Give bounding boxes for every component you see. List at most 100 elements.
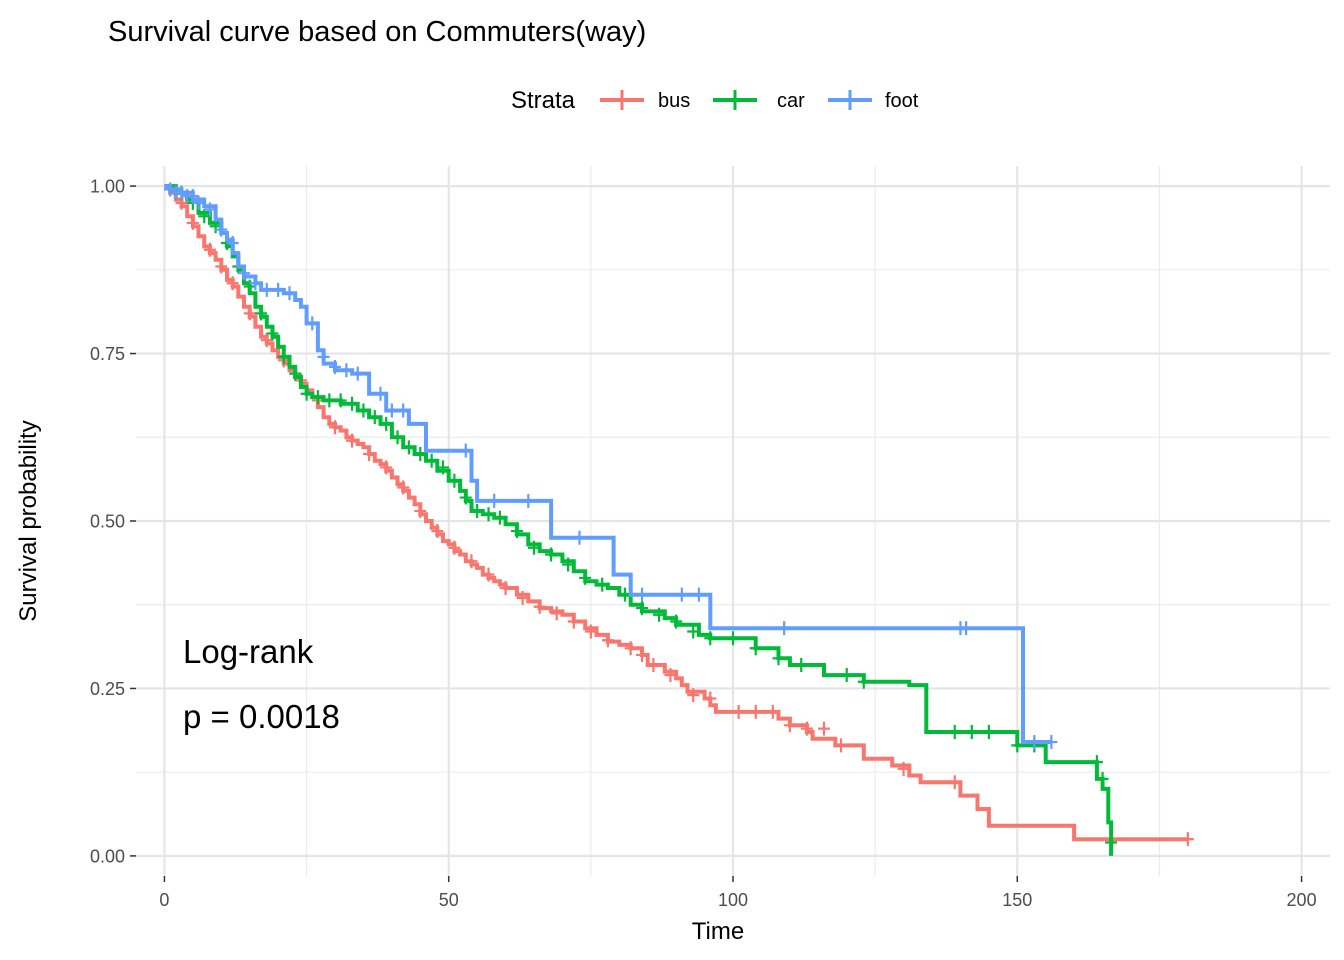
censor-mark-car [198,209,211,224]
censor-mark-bus [636,647,649,662]
censor-mark-bus [363,447,376,462]
censor-mark-car [482,507,495,522]
censor-mark-car [357,403,370,418]
censor-mark-car [255,306,268,321]
censor-mark-foot [203,202,216,217]
censor-mark-foot [778,621,791,636]
curve-foot [164,182,1058,750]
x-axis: 0 50 100 150 200 [159,876,1317,910]
censor-mark-car [334,393,347,408]
censor-mark-car [965,724,978,739]
x-tick-label: 150 [1002,890,1032,910]
censor-mark-foot [385,403,398,418]
censor-mark-bus [749,704,762,719]
p-value-label: p = 0.0018 [183,698,340,735]
censor-mark-bus [567,614,580,629]
x-axis-title: Time [692,918,744,945]
censor-mark-car [277,349,290,364]
censor-mark-car [528,540,540,555]
censor-mark-car [368,410,381,425]
y-tick-label: 1.00 [90,177,125,197]
x-tick-label: 50 [439,890,459,910]
censor-mark-bus [835,738,848,753]
censor-mark-car [670,614,683,629]
censor-mark-foot [573,530,586,545]
censor-mark-foot [340,363,353,378]
legend-label-foot: foot [885,90,919,112]
censor-mark-car [243,279,256,294]
censor-mark-car [1011,738,1024,753]
censor-mark-car [510,524,523,539]
censor-mark-car [727,631,739,646]
censor-mark-bus [397,480,410,495]
censor-mark-car [425,453,438,468]
censor-mark-foot [522,493,535,508]
censor-mark-bus [766,704,779,719]
censor-mark-bus [533,599,546,614]
grid-major [136,166,1330,876]
censor-mark-car [459,490,472,505]
censor-mark-foot [960,621,973,636]
censor-mark-bus [329,420,341,435]
censor-mark-bus [897,761,910,776]
censor-mark-car [1105,835,1118,850]
censor-mark-bus [226,276,239,291]
censor-mark-bus [783,718,796,733]
censor-mark-bus [482,567,495,582]
censor-mark-foot [675,587,688,602]
y-axis: 0.00 0.25 0.50 0.75 1.00 [90,177,136,866]
censor-mark-bus [448,540,461,555]
censor-mark-foot [459,443,472,458]
censor-mark-bus [346,433,359,448]
plot-area [136,166,1330,876]
censor-mark-car [636,601,649,616]
censor-mark-car [402,440,415,455]
censor-mark-bus [647,658,660,673]
censor-mark-bus [948,775,961,790]
censor-mark-foot [397,403,410,418]
censor-mark-bus [186,215,199,230]
censor-mark-car [772,651,785,666]
survival-curves [164,182,1194,856]
censor-mark-car [687,624,700,639]
censor-mark-bus [380,460,393,475]
x-tick-label: 200 [1287,890,1317,910]
censor-mark-foot [351,366,364,381]
censor-mark-bus [414,503,427,518]
censor-mark-foot [164,182,177,197]
censor-mark-bus [550,606,563,621]
y-tick-label: 0.00 [90,846,125,866]
censor-mark-foot [272,282,285,297]
censor-mark-car [266,326,279,341]
censor-mark-car [391,430,404,445]
censor-mark-bus [687,688,700,703]
censor-mark-car [311,390,324,405]
legend-label-car: car [777,90,805,112]
censor-mark-foot [1045,735,1058,750]
censor-mark-bus [215,259,228,274]
censor-mark-car [289,366,302,381]
censor-mark-foot [317,349,330,364]
censor-mark-bus [624,641,637,656]
censor-mark-foot [175,185,188,200]
censor-mark-car [579,570,592,585]
censor-mark-car [493,510,506,525]
censor-mark-foot [329,359,341,374]
censor-mark-foot [692,587,705,602]
censor-mark-foot [249,276,262,291]
censor-mark-bus [516,591,529,606]
censor-mark-foot [192,195,205,210]
curve-bus [164,184,1194,847]
censor-mark-car [749,641,762,656]
legend: Strata bus car foot [511,87,919,114]
censor-mark-car [414,447,427,462]
y-tick-label: 0.50 [90,512,125,532]
censor-mark-bus [260,333,273,348]
censor-mark-bus [203,242,216,257]
censor-mark-bus [243,306,256,321]
censor-mark-car [982,724,995,739]
legend-label-bus: bus [658,90,690,112]
censor-mark-bus [431,524,444,539]
censor-mark-car [437,460,450,475]
